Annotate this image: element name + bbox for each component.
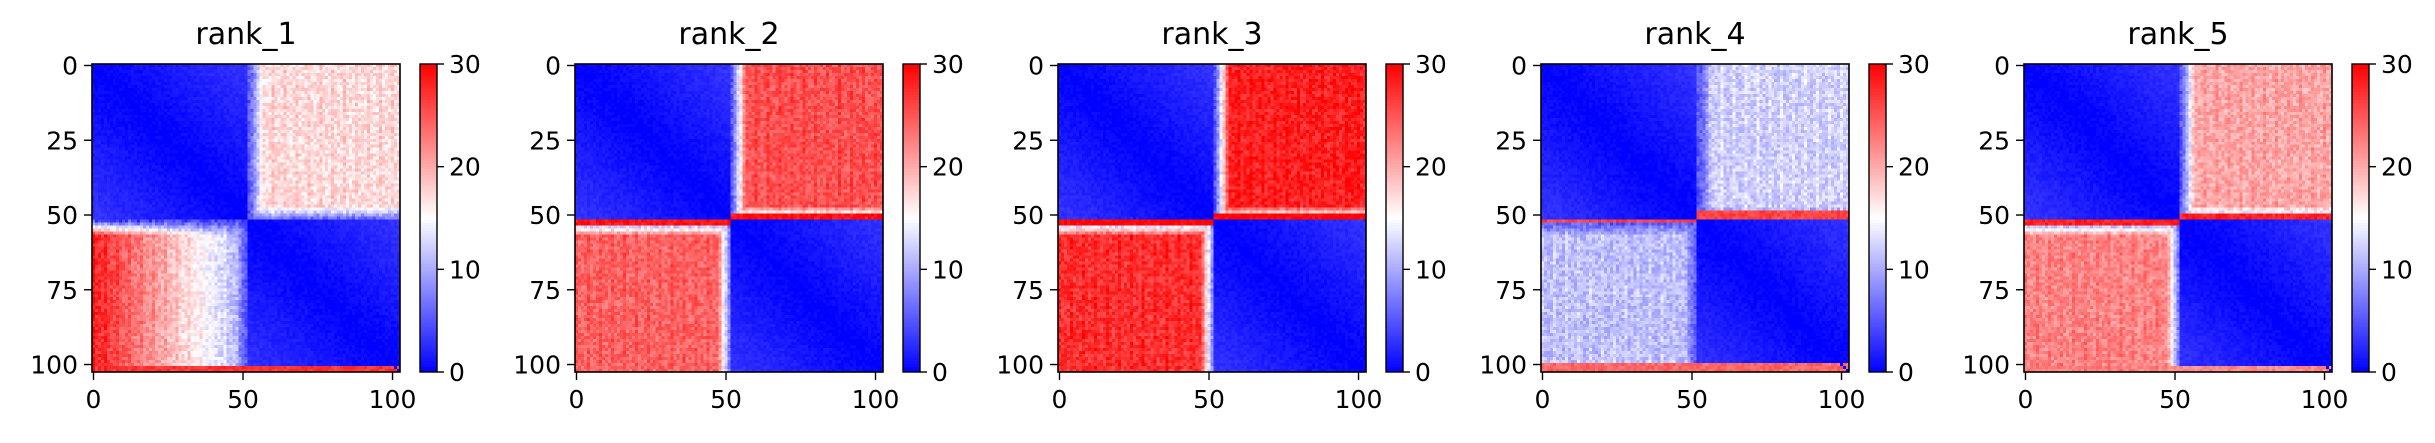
subplot-title: rank_1 <box>195 17 296 52</box>
heatmap-cells <box>92 64 401 373</box>
